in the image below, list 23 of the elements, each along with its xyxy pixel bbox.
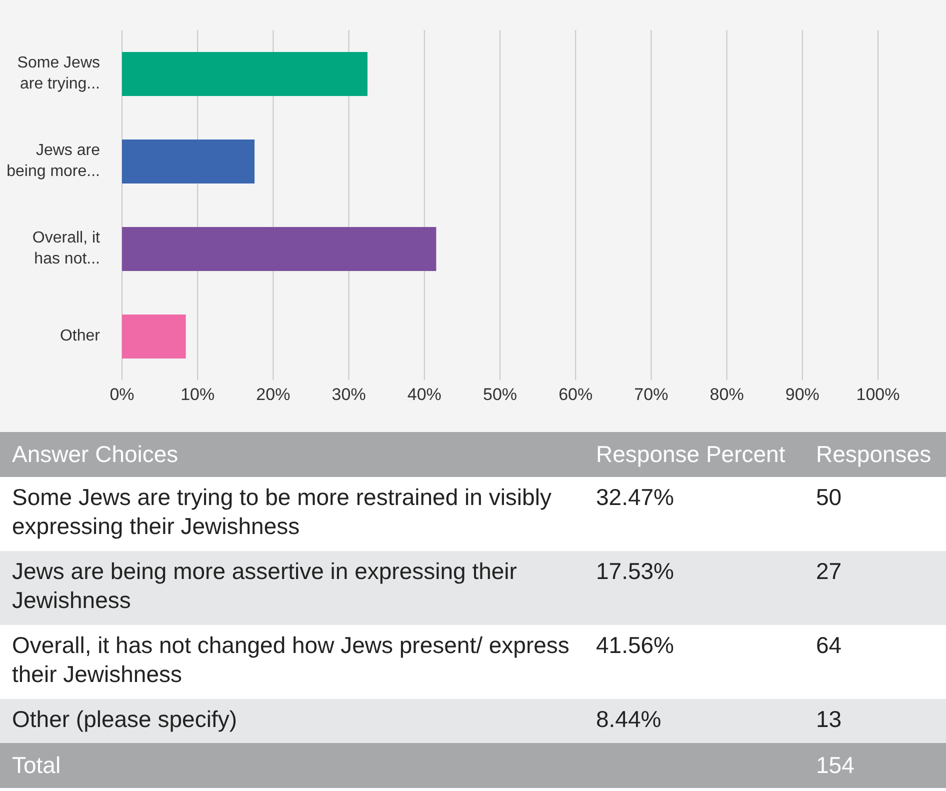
x-tick-label: 40% (407, 385, 442, 404)
y-tick-label: Other (60, 327, 101, 344)
x-tick-label: 90% (785, 385, 820, 404)
x-tick-label: 70% (634, 385, 668, 404)
y-tick-label: Overall, it has not... (32, 229, 101, 268)
total-row: Total 154 (0, 743, 946, 788)
x-tick-label: 100% (856, 385, 900, 404)
bar (122, 52, 368, 96)
y-tick-label: Jews are being more... (6, 142, 100, 180)
x-tick-label: 80% (710, 385, 744, 404)
header-row: Answer Choices Response Percent Responses (0, 432, 946, 477)
y-tick-label: Some Jews are trying... (17, 54, 100, 92)
x-tick-label: 50% (482, 385, 518, 404)
table-row: Some Jews are trying to be more restrained in visibly expressing their Jewishness 32.47% 50 (0, 477, 946, 551)
table-row: Overall, it has not changed how Jews present/ express their Jewishness 41.56% 64 (0, 625, 946, 699)
bar (122, 314, 186, 358)
bar (122, 140, 255, 184)
bar (122, 227, 436, 271)
x-tick-label: 10% (180, 385, 215, 404)
x-tick-label: 60% (558, 385, 593, 404)
x-tick-label: 0% (110, 385, 134, 404)
x-tick-label: 20% (256, 385, 290, 404)
x-tick-label: 30% (332, 385, 366, 404)
